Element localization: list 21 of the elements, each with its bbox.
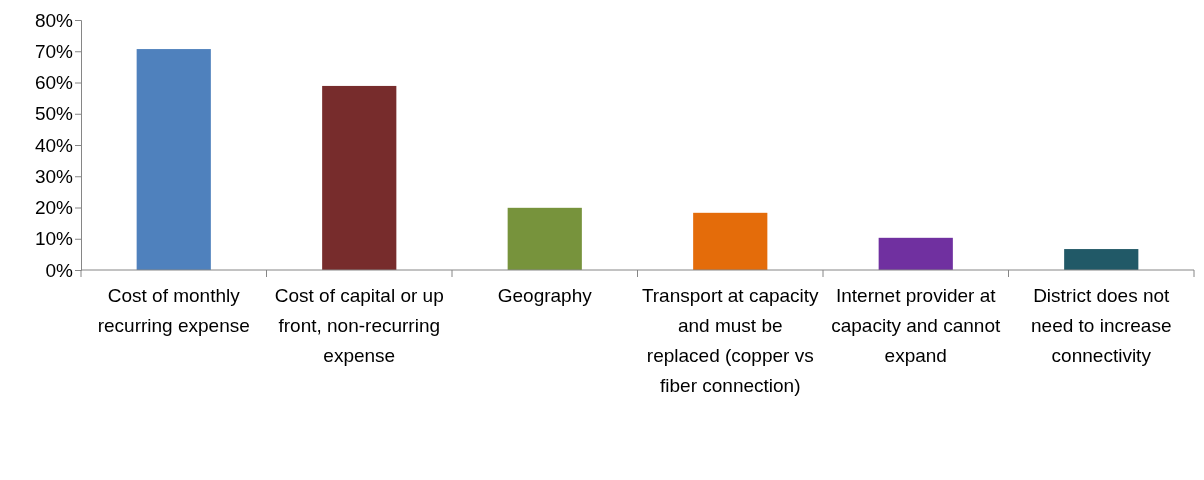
bar	[136, 49, 211, 270]
y-tick-label: 20%	[34, 197, 74, 219]
bar	[878, 237, 953, 270]
x-tick-label: Transport at capacity and must be replaced (copper vs fiber connection)	[641, 285, 820, 396]
x-tick-label: Internet provider at capacity and cannot expand	[831, 285, 1001, 366]
bar	[1064, 249, 1139, 270]
y-tick-label: 60%	[34, 72, 74, 94]
x-tick-label: Cost of capital or up front, non-recurring expense	[274, 285, 444, 366]
y-tick-label: 40%	[34, 134, 74, 156]
y-tick-label: 50%	[34, 103, 74, 125]
x-tick-label: Cost of monthly recurring expense	[97, 285, 250, 336]
y-tick-label: 0%	[45, 259, 74, 281]
y-tick-label: 70%	[34, 40, 74, 62]
bar	[322, 85, 397, 270]
y-tick-label: 10%	[34, 228, 74, 250]
x-tick-label: District does not need to increase connectivity	[1031, 285, 1172, 366]
bar	[693, 212, 768, 270]
x-tick-label: Geography	[497, 285, 593, 306]
y-tick-label: 30%	[34, 165, 74, 187]
bar	[507, 207, 582, 270]
y-tick-label: 80%	[34, 9, 74, 31]
